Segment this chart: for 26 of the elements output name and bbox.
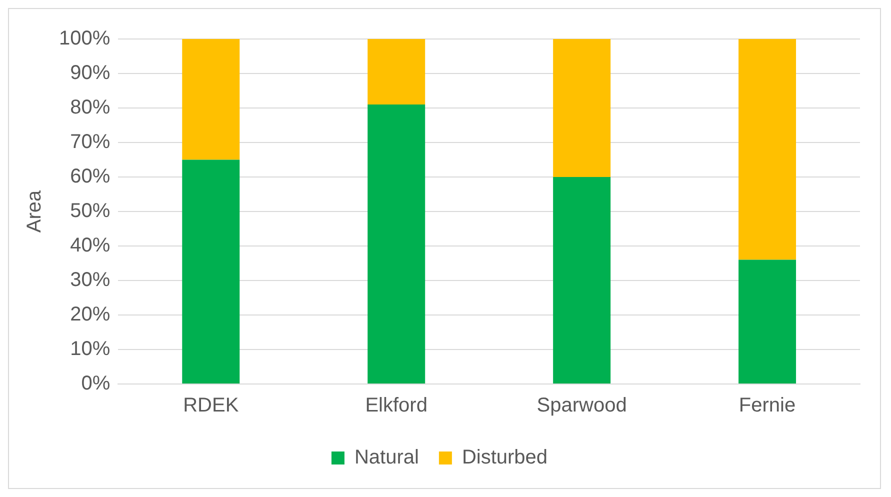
legend-label: Disturbed (462, 446, 548, 469)
y-tick-label: 10% (70, 338, 110, 360)
y-tick-label: 50% (70, 200, 110, 222)
y-tick-label: 70% (70, 131, 110, 154)
bar (182, 160, 240, 384)
y-tick-label: 30% (70, 269, 110, 292)
x-tick-label: Elkford (365, 394, 428, 417)
bar (738, 260, 796, 384)
bar (368, 39, 426, 105)
y-tick-label: 80% (70, 96, 110, 119)
y-axis-title: Area (24, 190, 46, 233)
y-tick-label: 60% (70, 166, 110, 188)
bar (553, 39, 611, 177)
y-tick-label: 100% (58, 28, 110, 50)
bar (553, 177, 611, 384)
x-tick-label: Sparwood (536, 394, 627, 417)
bar (368, 104, 426, 384)
y-tick-label: 90% (70, 62, 110, 84)
y-tick-label: 20% (70, 304, 110, 326)
legend-label: Natural (354, 446, 419, 469)
x-tick-label: RDEK (183, 394, 240, 417)
y-tick-label: 40% (70, 234, 110, 257)
bar (738, 39, 796, 260)
bar (182, 39, 240, 160)
y-tick-label: 0% (81, 372, 110, 395)
x-tick-label: Fernie (738, 394, 796, 417)
